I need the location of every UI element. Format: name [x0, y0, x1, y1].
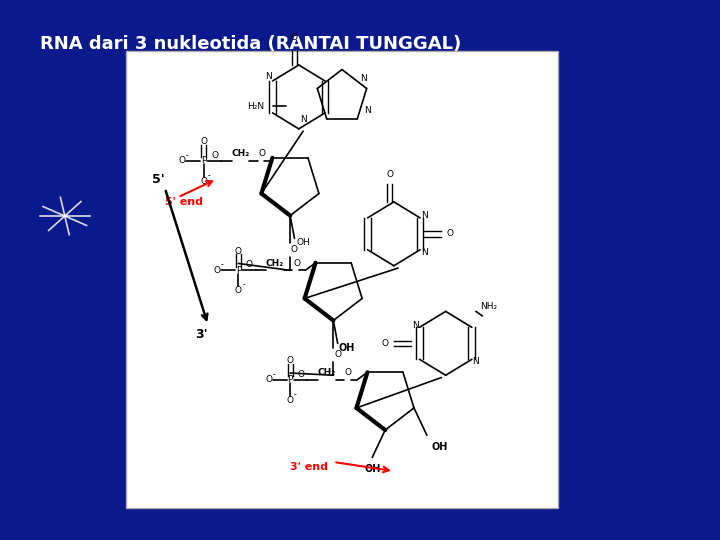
Text: O: O	[235, 286, 242, 295]
Text: O: O	[291, 33, 298, 42]
Text: N: N	[412, 321, 419, 329]
Text: O: O	[213, 266, 220, 275]
Text: P: P	[287, 375, 293, 384]
Text: O: O	[386, 170, 393, 179]
Text: 3' end: 3' end	[290, 462, 328, 471]
Text: O: O	[200, 137, 207, 146]
Text: O: O	[297, 370, 305, 379]
Text: P: P	[235, 266, 241, 275]
Text: CH₂: CH₂	[231, 150, 250, 158]
Text: N: N	[420, 211, 428, 220]
Text: -: -	[294, 390, 297, 399]
Text: CH₂: CH₂	[318, 368, 336, 377]
Text: N: N	[300, 115, 307, 124]
Text: O: O	[246, 260, 253, 269]
Text: O: O	[382, 339, 389, 348]
Text: -: -	[186, 151, 189, 160]
Text: -: -	[220, 260, 223, 269]
Text: N: N	[420, 247, 428, 256]
Text: -: -	[242, 280, 245, 289]
Text: RNA dari 3 nukleotida (RANTAI TUNGGAL): RNA dari 3 nukleotida (RANTAI TUNGGAL)	[40, 35, 461, 53]
Text: O: O	[293, 259, 300, 268]
Text: O: O	[265, 375, 272, 384]
Text: OH: OH	[432, 442, 448, 452]
Text: N: N	[472, 357, 480, 366]
Text: 5': 5'	[152, 173, 165, 186]
Text: -: -	[272, 370, 275, 379]
Text: O: O	[211, 151, 218, 160]
FancyBboxPatch shape	[126, 51, 558, 508]
Text: CH₂: CH₂	[266, 259, 284, 268]
Text: N: N	[360, 74, 367, 83]
Text: O: O	[235, 247, 242, 255]
Text: O: O	[345, 368, 352, 377]
Text: OH: OH	[364, 464, 380, 474]
Text: N: N	[364, 106, 372, 115]
Text: -: -	[207, 171, 210, 180]
Text: H₂N: H₂N	[247, 102, 264, 111]
Text: OH: OH	[296, 239, 310, 247]
Text: P: P	[201, 156, 207, 165]
Text: O: O	[179, 156, 186, 165]
Text: O: O	[291, 245, 298, 254]
Text: O: O	[287, 396, 294, 405]
Text: O: O	[446, 230, 454, 238]
Text: O: O	[258, 150, 266, 158]
Text: OH: OH	[338, 343, 354, 353]
Text: N: N	[265, 72, 272, 81]
Text: 5' end: 5' end	[165, 197, 203, 207]
Text: O: O	[334, 350, 341, 359]
Text: O: O	[287, 356, 294, 365]
Text: O: O	[200, 177, 207, 186]
Text: 3': 3'	[195, 328, 208, 341]
Text: NH₂: NH₂	[480, 302, 498, 312]
